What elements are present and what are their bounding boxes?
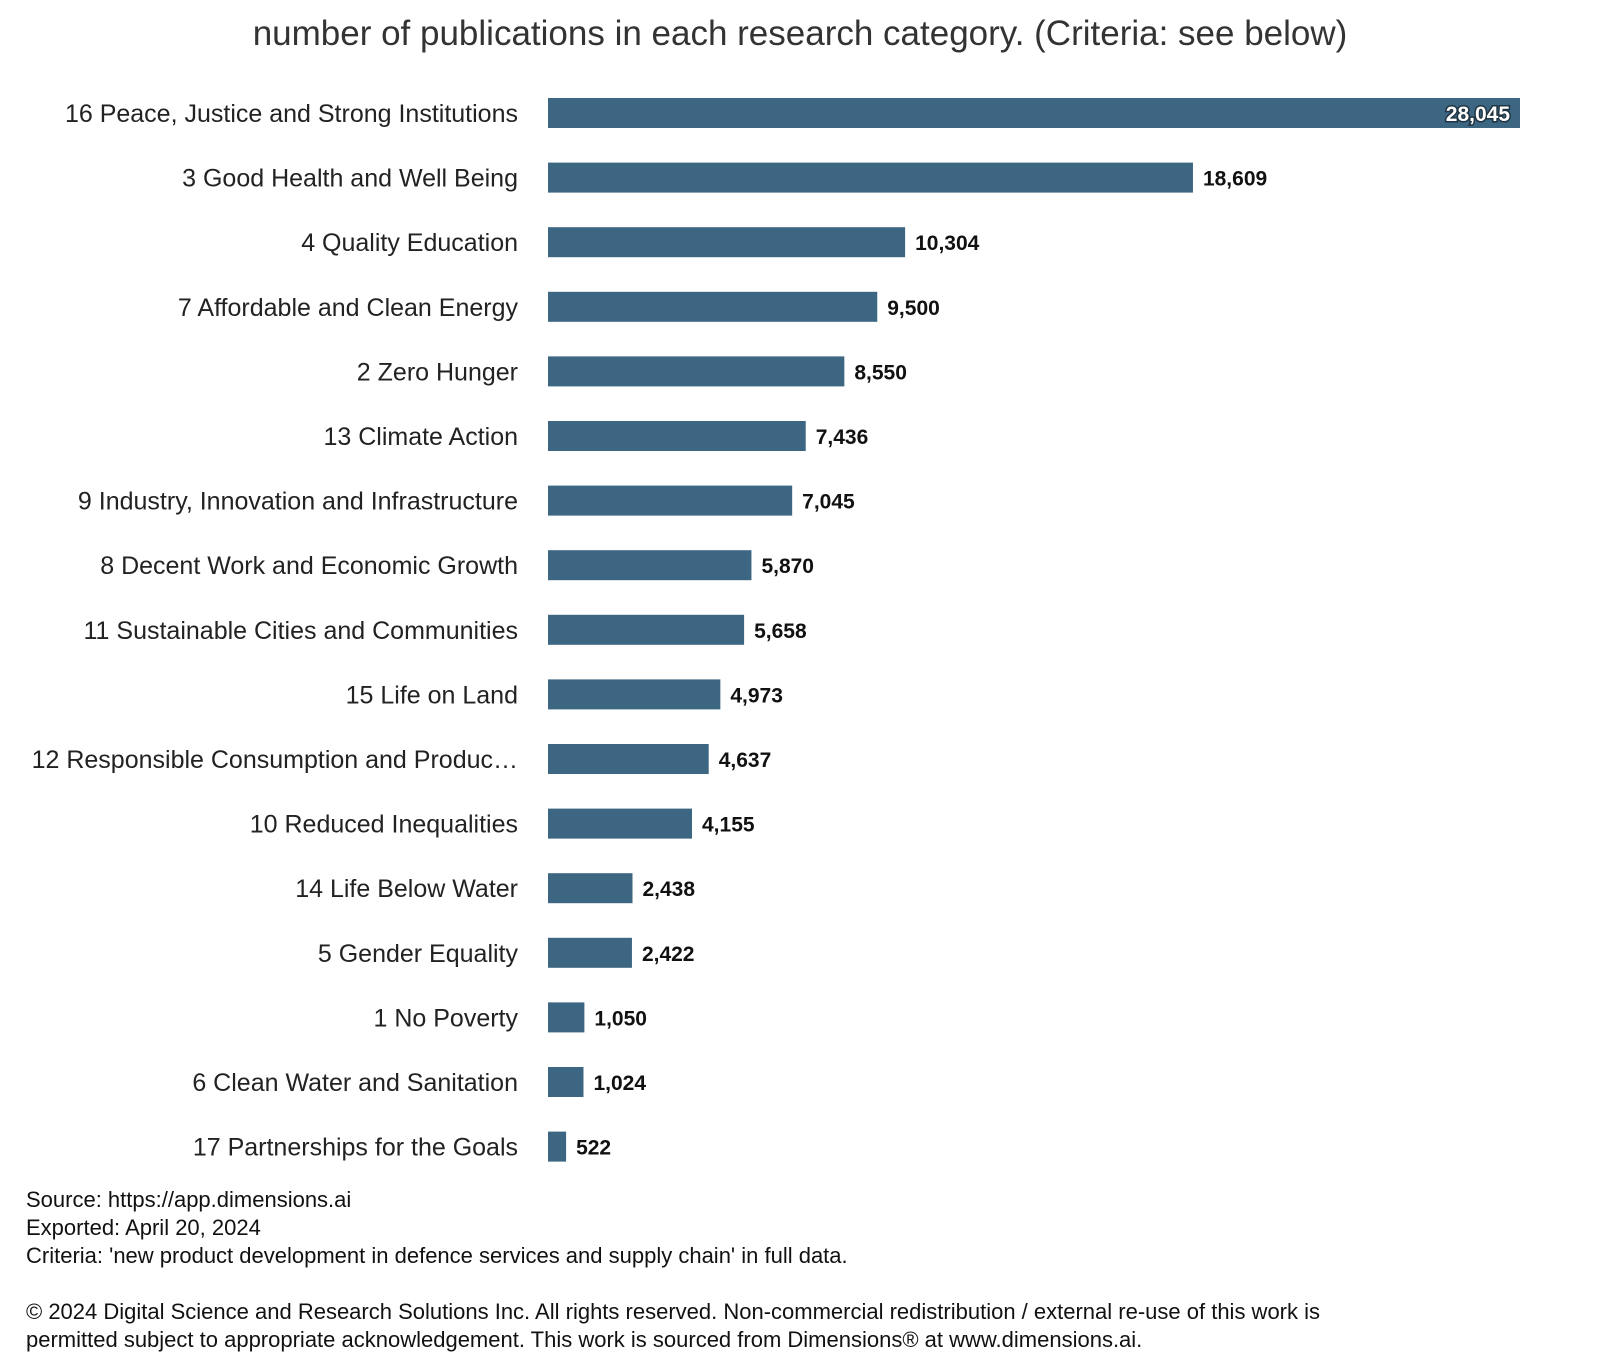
- category-label: 15 Life on Land: [346, 681, 518, 709]
- bar: [548, 744, 709, 774]
- bar: [548, 873, 633, 904]
- bar: [548, 937, 632, 968]
- bar: [548, 808, 693, 839]
- category-label: 17 Partnerships for the Goals: [193, 1134, 518, 1162]
- criteria-line: Criteria: 'new product development in de…: [26, 1243, 848, 1268]
- category-label: 6 Clean Water and Sanitation: [192, 1069, 518, 1097]
- copyright-line-2: permitted subject to appropriate acknowl…: [26, 1327, 1143, 1352]
- bar: [548, 550, 752, 581]
- bar: [548, 1067, 584, 1097]
- bar: [548, 1002, 585, 1033]
- bars-group: 16 Peace, Justice and Strong Institution…: [32, 98, 1520, 1162]
- category-label: 8 Decent Work and Economic Growth: [100, 552, 518, 580]
- bar: [548, 1131, 567, 1162]
- category-label: 2 Zero Hunger: [357, 358, 518, 386]
- value-label: 18,609: [1203, 168, 1267, 191]
- value-label: 2,422: [642, 943, 695, 966]
- value-label: 4,155: [702, 814, 755, 837]
- bar: [548, 421, 806, 451]
- value-label: 28,045: [1446, 103, 1511, 126]
- value-label: 4,973: [730, 684, 783, 707]
- chart-title: number of publications in each research …: [252, 14, 1348, 53]
- category-label: 14 Life Below Water: [295, 875, 518, 903]
- value-label: 1,050: [594, 1007, 647, 1030]
- category-label: 11 Sustainable Cities and Communities: [84, 617, 519, 645]
- category-label: 9 Industry, Innovation and Infrastructur…: [78, 488, 518, 516]
- bar: [548, 98, 1520, 128]
- source-line: Source: https://app.dimensions.ai: [26, 1187, 352, 1212]
- category-label: 1 No Poverty: [373, 1004, 518, 1032]
- bar: [548, 614, 745, 645]
- value-label: 1,024: [593, 1072, 646, 1095]
- value-label: 7,436: [816, 426, 869, 449]
- category-label: 12 Responsible Consumption and Produc…: [32, 746, 518, 774]
- footer: Source: https://app.dimensions.ai Export…: [26, 1186, 1320, 1354]
- value-label: 10,304: [915, 232, 980, 255]
- bar: [548, 291, 878, 322]
- category-label: 4 Quality Education: [301, 229, 518, 257]
- category-label: 16 Peace, Justice and Strong Institution…: [65, 100, 518, 128]
- value-label: 522: [576, 1137, 611, 1160]
- value-label: 8,550: [854, 361, 907, 384]
- category-label: 3 Good Health and Well Being: [182, 165, 518, 193]
- bar: [548, 162, 1193, 193]
- category-label: 10 Reduced Inequalities: [250, 811, 518, 839]
- value-label: 2,438: [642, 878, 695, 901]
- exported-line: Exported: April 20, 2024: [26, 1215, 261, 1240]
- value-label: 5,870: [761, 555, 814, 578]
- value-label: 5,658: [754, 620, 807, 643]
- category-label: 5 Gender Equality: [318, 940, 519, 968]
- bar-chart: 16 Peace, Justice and Strong Institution…: [32, 98, 1520, 1162]
- bar: [548, 227, 906, 258]
- category-label: 13 Climate Action: [323, 423, 518, 451]
- bar: [548, 356, 845, 387]
- value-label: 7,045: [802, 491, 855, 514]
- bar: [548, 485, 793, 516]
- copyright-line-1: © 2024 Digital Science and Research Solu…: [26, 1299, 1321, 1324]
- value-label: 9,500: [887, 297, 940, 320]
- value-label: 4,637: [719, 749, 772, 772]
- bar: [548, 679, 721, 710]
- category-label: 7 Affordable and Clean Energy: [178, 294, 519, 322]
